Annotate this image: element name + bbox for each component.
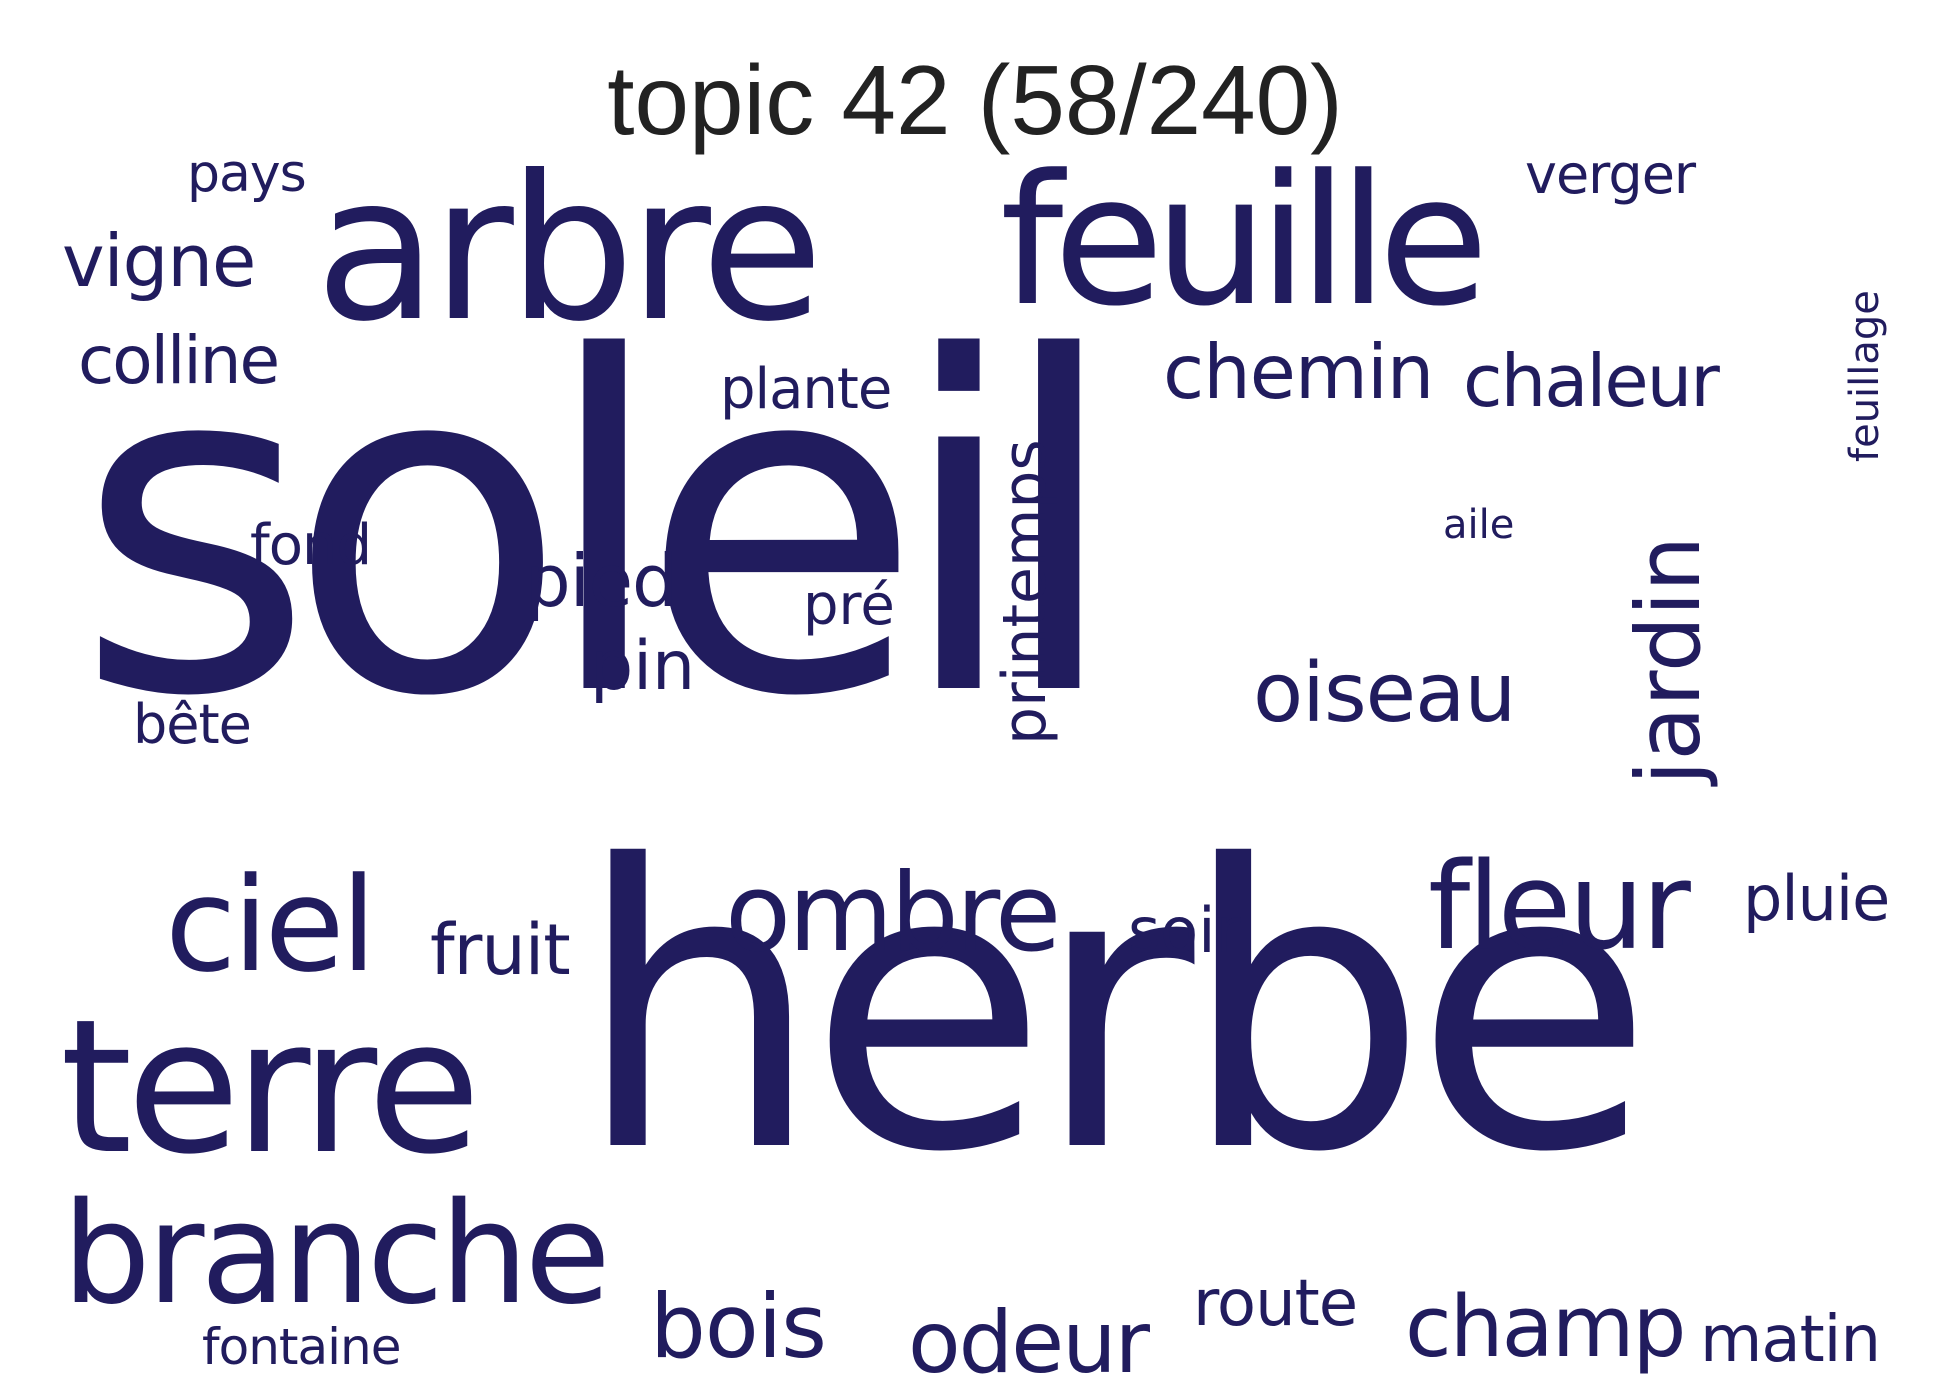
word-cloud-title: topic 42 (58/240) xyxy=(607,45,1343,155)
word-pre: pré xyxy=(803,573,895,638)
word-pied: pied xyxy=(525,539,678,623)
word-pluie: pluie xyxy=(1743,862,1890,935)
word-fond: fond xyxy=(250,513,372,578)
word-pays: pays xyxy=(187,144,307,204)
word-fleur: fleur xyxy=(1428,838,1691,977)
word-route: route xyxy=(1193,1267,1358,1341)
word-arbre: arbre xyxy=(315,133,824,366)
word-feuille: feuille xyxy=(1000,137,1489,346)
word-soir: soir xyxy=(1128,894,1241,967)
word-chemin: chemin xyxy=(1163,328,1434,416)
word-pin: pin xyxy=(590,627,696,706)
word-ciel: ciel xyxy=(165,849,377,1001)
word-aile: aile xyxy=(1443,502,1515,548)
word-fontaine: fontaine xyxy=(202,1318,401,1376)
word-printemps: printemps xyxy=(990,439,1060,745)
word-ombre: ombre xyxy=(725,851,1061,976)
word-vigne: vigne xyxy=(62,219,256,303)
word-matin: matin xyxy=(1700,1303,1881,1377)
word-odeur: odeur xyxy=(908,1293,1150,1393)
word-chaleur: chaleur xyxy=(1463,339,1720,423)
word-herbe: herbe xyxy=(575,783,1654,1237)
word-colline: colline xyxy=(78,322,280,399)
word-branche: branche xyxy=(62,1173,611,1336)
word-feuillage: feuillage xyxy=(1842,290,1888,462)
word-fruit: fruit xyxy=(430,909,571,991)
word-soleil: soleil xyxy=(75,262,1123,797)
word-jardin: jardin xyxy=(1617,535,1720,785)
word-terre: terre xyxy=(60,979,481,1195)
word-oiseau: oiseau xyxy=(1253,646,1516,741)
word-bois: bois xyxy=(650,1275,827,1378)
word-plante: plante xyxy=(720,357,892,422)
word-champ: champ xyxy=(1405,1278,1686,1377)
word-bete: bête xyxy=(133,693,252,756)
word-verger: verger xyxy=(1525,143,1696,206)
